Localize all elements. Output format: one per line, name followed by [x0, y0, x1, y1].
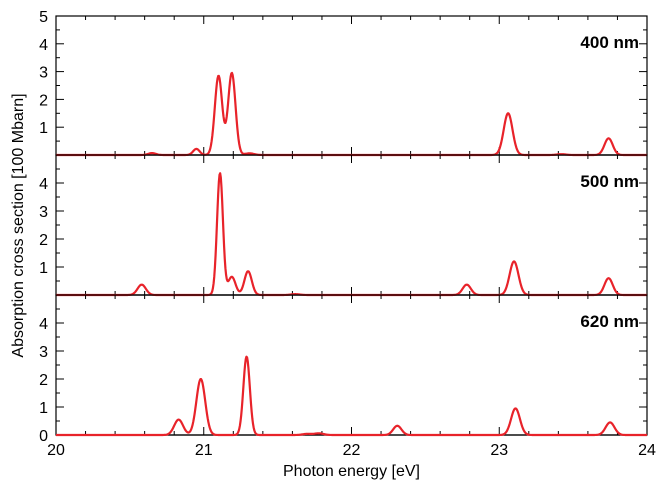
y-tick-label: 4	[39, 176, 48, 193]
panel-frame-1	[55, 154, 648, 296]
panel-frame-0	[55, 15, 648, 156]
x-tick-label: 22	[343, 442, 361, 459]
x-tick-label: 24	[638, 442, 656, 459]
y-tick-label: 5	[39, 9, 48, 26]
x-tick-label: 23	[490, 442, 508, 459]
panel-label: 620 nm	[580, 312, 639, 331]
y-tick-label: 3	[39, 344, 48, 361]
y-tick-label: 1	[39, 400, 48, 417]
x-axis-title: Photon energy [eV]	[283, 463, 420, 480]
series-line-0	[55, 71, 648, 157]
x-tick-label: 21	[195, 442, 213, 459]
y-tick-label: 2	[39, 372, 48, 389]
panel-label: 400 nm	[580, 33, 639, 52]
panel-frame-2	[55, 294, 648, 436]
y-tick-label: 1	[39, 260, 48, 277]
series-line-1	[55, 172, 648, 297]
y-axis-title: Absorption cross section [100 Mbarn]	[10, 93, 27, 357]
y-tick-label: 2	[39, 92, 48, 109]
y-tick-label: 2	[39, 232, 48, 249]
y-tick-label: 3	[39, 204, 48, 221]
series-line-2	[55, 355, 648, 437]
panel-label: 500 nm	[580, 172, 639, 191]
y-tick-label: 1	[39, 120, 48, 137]
y-tick-label: 0	[39, 428, 48, 445]
x-tick-label: 20	[47, 442, 65, 459]
y-tick-label: 4	[39, 37, 48, 54]
y-tick-label: 3	[39, 65, 48, 82]
y-tick-label: 4	[39, 316, 48, 333]
